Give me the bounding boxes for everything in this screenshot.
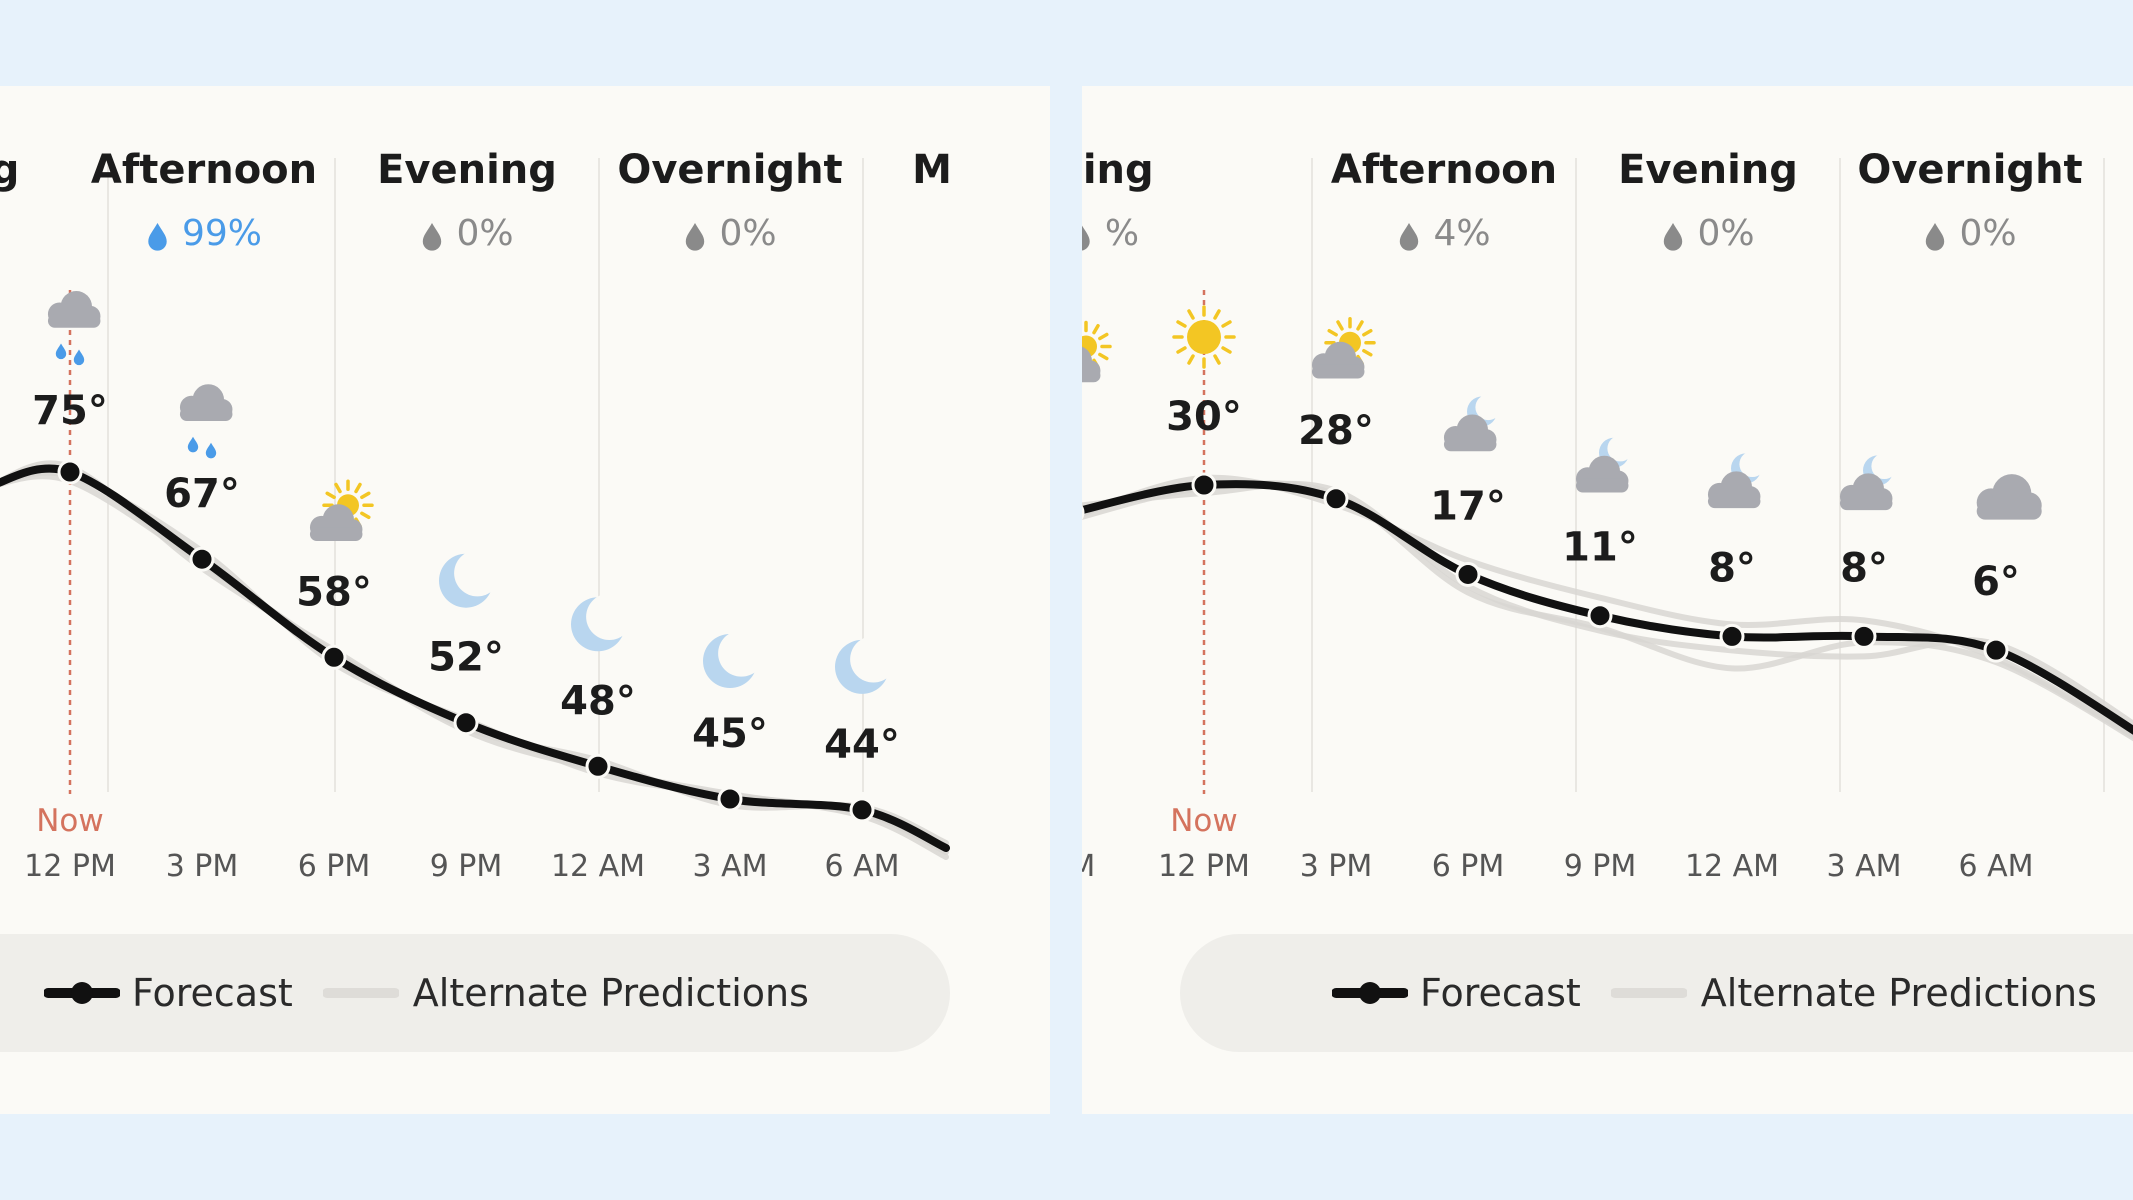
- forecast-point: [57, 459, 83, 485]
- time-tick-label: 6 PM: [298, 849, 371, 884]
- time-tick-label: 12 PM: [1158, 849, 1250, 884]
- moon-icon: [571, 593, 633, 652]
- time-tick-label: 6 AM: [1958, 849, 2033, 884]
- forecast-point: [321, 644, 347, 670]
- alternate-legend-icon: [1610, 988, 1687, 998]
- period-title: Evening: [377, 147, 557, 193]
- period-title: Overnight: [1857, 147, 2082, 193]
- cloud-icon: [1976, 474, 2042, 520]
- night-cloud-icon: [1707, 451, 1766, 509]
- forecast-point: [1323, 486, 1349, 512]
- night-cloud-icon: [1839, 453, 1898, 511]
- precip-chance: %: [1082, 213, 1139, 254]
- period-title: ning: [1082, 147, 1154, 193]
- time-tick-label: 6 PM: [1432, 849, 1505, 884]
- alternate-legend-label: Alternate Predictions: [412, 971, 809, 1015]
- partly-sunny-icon: [309, 479, 374, 542]
- precip-value: 0%: [719, 213, 776, 254]
- precip-chance: 0%: [685, 213, 777, 254]
- period-title: Evening: [1618, 147, 1798, 193]
- forecast-chart-left: 75° 67° 58° 52° 48° 45° 44° 12 PM 3 PM 6 PM 9 PM 12…: [0, 147, 952, 884]
- forecast-point: [453, 710, 479, 736]
- temperature-label: 75°: [32, 388, 108, 434]
- now-label: Now: [36, 803, 104, 839]
- precip-chance: 4%: [1399, 213, 1491, 254]
- moon-icon: [703, 630, 765, 688]
- period-title: Afternoon: [91, 147, 317, 193]
- forecast-legend-label: Forecast: [132, 971, 293, 1015]
- cloud-rain-icon: [47, 291, 101, 366]
- time-tick-label: 12 AM: [551, 849, 645, 884]
- precip-value: 4%: [1433, 213, 1490, 254]
- temperature-label: 17°: [1430, 483, 1506, 529]
- time-tick-label: 3 AM: [692, 849, 767, 884]
- temperature-label: 11°: [1562, 525, 1638, 571]
- forecast-point: [1851, 623, 1877, 649]
- partly-sunny-icon: [1311, 317, 1376, 379]
- legend: Forecast Alternate Predictions: [1180, 934, 2133, 1052]
- temperature-label: 30°: [1166, 394, 1242, 440]
- temperature-label: 45°: [692, 711, 768, 757]
- forecast-legend-icon: [1332, 982, 1408, 1004]
- precip-value: 99%: [182, 213, 262, 254]
- time-tick-label: 9 PM: [430, 849, 503, 884]
- forecast-legend-icon: [44, 982, 120, 1004]
- night-cloud-icon: [1575, 435, 1634, 493]
- temperature-label: 52°: [428, 635, 504, 681]
- temperature-label: 67°: [164, 471, 240, 517]
- precip-value: 0%: [1697, 213, 1754, 254]
- forecast-legend-label: Forecast: [1420, 971, 1581, 1015]
- forecast-point: [189, 546, 215, 572]
- time-tick-label: 3 PM: [166, 849, 239, 884]
- alternate-legend-icon: [322, 988, 399, 998]
- precip-chance: 99%: [148, 213, 262, 254]
- temperature-label: 58°: [296, 569, 372, 615]
- forecast-chart-right: °30°28°17°11°8°8°6°AM12 PM3 PM6 PM9 PM12…: [1082, 147, 2133, 884]
- partly-sunny-icon: [1082, 320, 1112, 383]
- precip-value: 0%: [1959, 213, 2016, 254]
- alternate-legend-label: Alternate Predictions: [1700, 971, 2097, 1015]
- forecast-point: [1191, 472, 1217, 498]
- time-tick-label: 3 AM: [1826, 849, 1901, 884]
- period-title: Overnight: [617, 147, 842, 193]
- forecast-point: [1983, 637, 2009, 663]
- temperature-label: 8°: [1708, 545, 1756, 591]
- forecast-card-right: °30°28°17°11°8°8°6°AM12 PM3 PM6 PM9 PM12…: [1082, 86, 2133, 1114]
- forecast-point: [1587, 603, 1613, 629]
- period-title: M: [912, 147, 952, 193]
- forecast-point: [1719, 623, 1745, 649]
- time-tick-label: 12 AM: [1685, 849, 1779, 884]
- forecast-point: [849, 797, 875, 823]
- precip-chance: 0%: [422, 213, 514, 254]
- temperature-label: 48°: [560, 678, 636, 724]
- precip-chance: 0%: [1663, 213, 1755, 254]
- temperature-label: 6°: [1972, 559, 2020, 605]
- forecast-point: [717, 786, 743, 812]
- precip-chance: 0%: [1925, 213, 2017, 254]
- time-tick-label: 9 PM: [1564, 849, 1637, 884]
- temperature-label: 28°: [1298, 408, 1374, 454]
- moon-icon: [835, 636, 897, 694]
- forecast-point: [1455, 561, 1481, 587]
- cloud-rain-icon: [179, 384, 233, 459]
- period-title: Afternoon: [1331, 147, 1557, 193]
- time-tick-label: 12 PM: [24, 849, 116, 884]
- period-title: g: [0, 147, 19, 193]
- time-tick-label: 6 AM: [824, 849, 899, 884]
- forecast-point: [585, 753, 611, 779]
- sun-icon: [1172, 305, 1236, 369]
- now-label: Now: [1170, 803, 1238, 839]
- legend: Forecast Alternate Predictions: [0, 934, 950, 1052]
- time-tick-label: AM: [1082, 849, 1095, 884]
- temperature-label: 8°: [1840, 545, 1888, 591]
- precip-value: %: [1105, 213, 1139, 254]
- forecast-card-left: 75° 67° 58° 52° 48° 45° 44° 12 PM 3 PM 6 PM 9 PM 12…: [0, 86, 1050, 1114]
- moon-icon: [439, 549, 501, 608]
- temperature-label: 44°: [824, 722, 900, 768]
- precip-value: 0%: [456, 213, 513, 254]
- time-tick-label: 3 PM: [1300, 849, 1373, 884]
- forecast-point: [1082, 505, 1085, 521]
- night-cloud-icon: [1443, 394, 1502, 452]
